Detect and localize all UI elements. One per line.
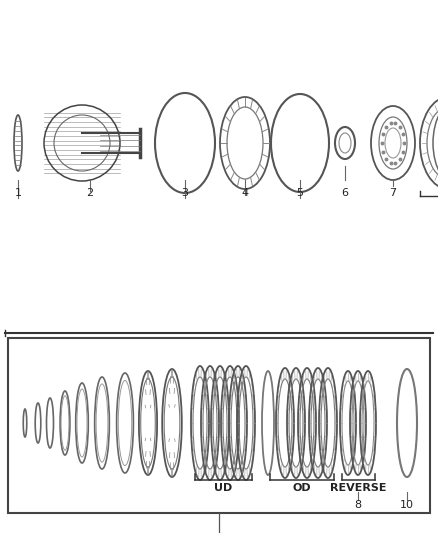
Text: 8: 8 bbox=[354, 500, 361, 510]
Text: 4: 4 bbox=[241, 188, 248, 198]
Text: OD: OD bbox=[293, 483, 311, 493]
Text: 2: 2 bbox=[86, 188, 94, 198]
Bar bbox=[8, 338, 430, 513]
Text: 3: 3 bbox=[181, 188, 188, 198]
Text: 5: 5 bbox=[297, 188, 304, 198]
Text: 7: 7 bbox=[389, 188, 396, 198]
Text: 10: 10 bbox=[400, 500, 414, 510]
Text: UD: UD bbox=[214, 483, 233, 493]
Text: 1: 1 bbox=[14, 188, 21, 198]
Text: 6: 6 bbox=[342, 188, 349, 198]
Text: REVERSE: REVERSE bbox=[330, 483, 387, 493]
